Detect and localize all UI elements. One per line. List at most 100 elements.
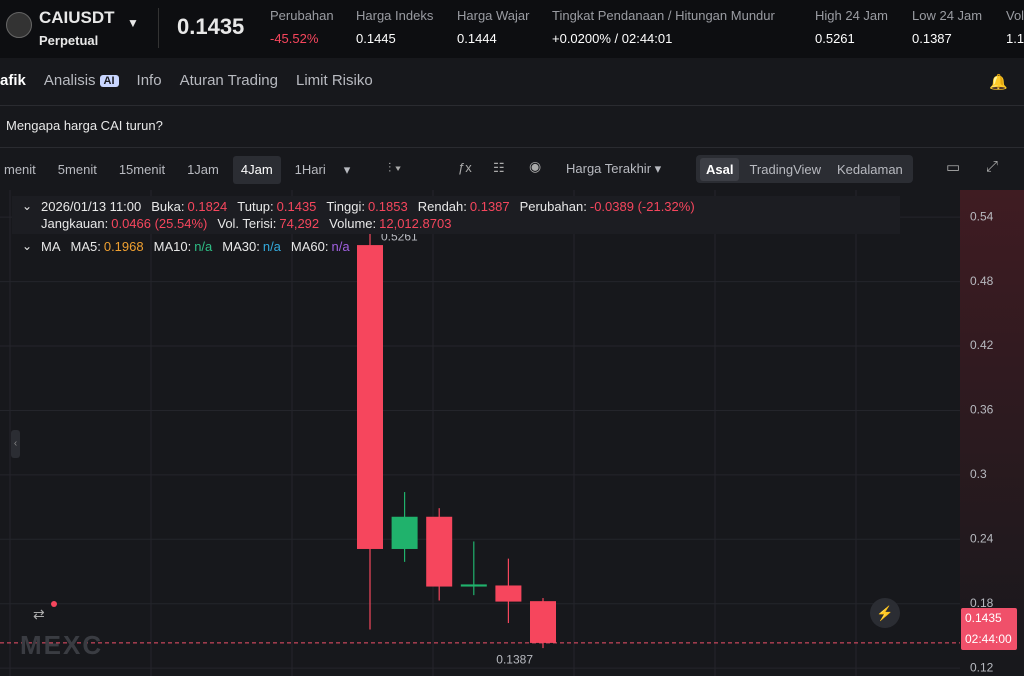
info-value: 0.1387 (469, 199, 510, 214)
y-tick-label: 0.12 (970, 660, 994, 674)
stat-label: Vol (1006, 8, 1024, 23)
stat-value: 1.1 (1006, 31, 1024, 46)
stat-label: Harga Wajar (457, 8, 530, 23)
info-value: 0.0466 (25.54%) (111, 216, 208, 231)
dot (51, 601, 57, 607)
info-item: MA5: 0.1968 (71, 239, 144, 254)
collapse[interactable]: ⌄ (22, 199, 33, 213)
info-label: MA5: (70, 239, 101, 254)
interval-dropdown[interactable]: ▾ (343, 162, 351, 177)
info-item: Buka: 0.1824 (151, 199, 227, 214)
y-tick-label: 0.3 (970, 467, 987, 481)
view[interactable]: Asal (700, 157, 740, 181)
candle-body (460, 584, 487, 587)
stat-label: High 24 Jam (815, 8, 888, 23)
info-label: MA30: (222, 239, 260, 254)
y-tick-label: 0.42 (970, 338, 994, 352)
info-item: Vol. Terisi: 74,292 (217, 216, 319, 231)
side-handle[interactable]: ‹ (11, 430, 20, 458)
watermark: MEXC (20, 630, 104, 660)
info-item: Jangkauan: 0.0466 (25.54%) (41, 216, 207, 231)
tab[interactable]: Info (136, 72, 162, 89)
info-value: 74,292 (279, 216, 320, 231)
stat-value: -45.52% (270, 31, 319, 46)
y-tick-label: 0.48 (970, 274, 994, 288)
header (0, 0, 1024, 58)
candle-body (426, 516, 453, 587)
y-tick-label: 0.24 (970, 531, 994, 545)
info-value: 0.1824 (187, 199, 228, 214)
bell-icon[interactable]: 🔔 (989, 74, 1008, 91)
divider (0, 105, 1024, 106)
camera-icon[interactable]: ◉ (529, 158, 542, 174)
info-value: -0.0389 (-21.32%) (589, 199, 695, 214)
info-label: Buka: (151, 199, 185, 214)
info-item: Volume: 12,012.8703 (329, 216, 451, 231)
info-label: Jangkauan: (41, 216, 109, 231)
collapse[interactable]: ⌄ (22, 239, 33, 253)
interval[interactable]: menit (4, 162, 36, 177)
stat-label: Low 24 Jam (912, 8, 983, 23)
info-row: 2026/01/13 11:00 Buka: 0.1824 Tutup: 0.1435 T… (41, 199, 695, 214)
info-value: 0.1853 (367, 199, 408, 214)
interval[interactable]: 1Jam (187, 162, 219, 177)
price-source-label: Harga Terakhir (566, 161, 652, 176)
stat-value: 0.1444 (457, 31, 497, 46)
date: 2026/01/13 11:00 (41, 199, 142, 214)
tab[interactable]: Analisis (43, 72, 96, 89)
tabs: afik Analisis AI Info Aturan Trading Limit Ri… (0, 72, 373, 89)
candle-body (357, 245, 383, 549)
info-value: n/a (331, 239, 350, 254)
price-tag (961, 608, 1017, 650)
quick-trade[interactable]: ⚡ (870, 598, 900, 628)
tab[interactable]: Aturan Trading (179, 72, 278, 89)
ai-badge: AI (99, 74, 119, 87)
candle-body (495, 585, 522, 602)
axis-bg (960, 190, 1024, 676)
tab[interactable]: Limit Risiko (295, 72, 373, 89)
question[interactable]: Mengapa harga CAI turun? (6, 118, 163, 133)
interval[interactable]: 4Jam (232, 156, 281, 184)
tab[interactable]: afik (0, 72, 26, 89)
layout-icon[interactable]: ☷ (493, 160, 505, 175)
y-tick-label: 0.36 (970, 403, 994, 417)
ma-row: MA MA5: 0.1968 MA10: n/a MA30: n/a MA60: n/a (41, 239, 350, 254)
interval[interactable]: 5menit (57, 162, 97, 177)
info-value: 0.1968 (103, 239, 144, 254)
divider (0, 147, 1024, 148)
fullscreen[interactable]: ⤢ (986, 158, 999, 175)
stat-label: Harga Indeks (356, 8, 434, 23)
intervals: menit 5menit 15menit 1Jam 4Jam 1Hari ▾ (0, 156, 354, 184)
info-value: n/a (262, 239, 281, 254)
view[interactable]: TradingView (749, 161, 822, 177)
replay-icon[interactable]: ⇄ (33, 606, 45, 622)
info-row: Jangkauan: 0.0466 (25.54%) Vol. Terisi: 74,… (41, 216, 451, 231)
coin-icon (6, 12, 32, 38)
stat-value: 0.5261 (815, 31, 855, 46)
indicator-icon[interactable]: ƒx (458, 160, 472, 175)
info-label: Tutup: (237, 199, 274, 214)
interval[interactable]: 1Hari (294, 162, 326, 177)
symbol[interactable]: CAIUSDT (39, 8, 115, 27)
view[interactable]: Kedalaman (837, 161, 903, 177)
chart-type-icon[interactable]: ⫶ ▾ (388, 160, 402, 175)
price-source[interactable]: Harga Terakhir ▾ (566, 161, 662, 176)
stat-label: Perubahan (270, 8, 334, 23)
info-item: Rendah: 0.1387 (418, 199, 510, 214)
info-item: MA10: n/a (154, 239, 213, 254)
info-label: Rendah: (417, 199, 467, 214)
price-tag-value: 0.1435 (965, 611, 1002, 625)
info-label: Tinggi: (326, 199, 365, 214)
divider (158, 8, 159, 48)
info-label: MA60: (290, 239, 329, 254)
layout-toggle[interactable]: ▭ (946, 159, 961, 176)
interval[interactable]: 15menit (118, 162, 166, 177)
contract: Perpetual (39, 33, 99, 48)
info-bg (12, 196, 900, 234)
y-tick-label: 0.54 (970, 209, 994, 223)
info-label: MA10: (153, 239, 192, 254)
info-item: MA60: n/a (291, 239, 350, 254)
symbol-dropdown[interactable]: ▼ (127, 16, 139, 30)
